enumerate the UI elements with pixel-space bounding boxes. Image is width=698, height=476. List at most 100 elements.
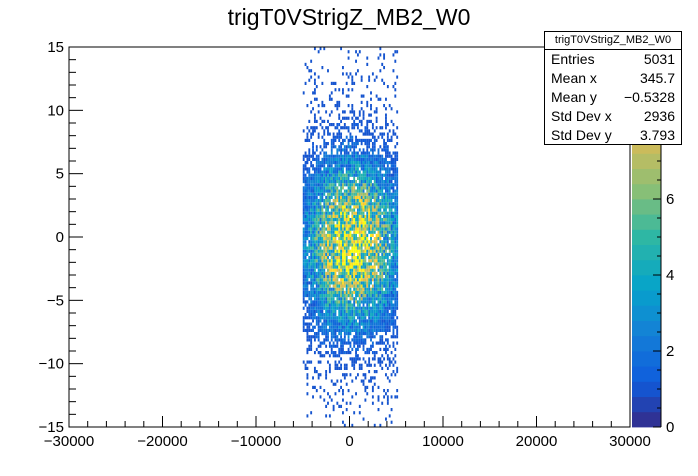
heatmap-cell (327, 69, 329, 73)
heatmap-cell (373, 309, 376, 313)
heatmap-cell (343, 221, 346, 225)
heatmap-cell (313, 230, 316, 234)
heatmap-cell (377, 154, 380, 158)
heatmap-cell (362, 148, 365, 152)
heatmap-cell (394, 227, 397, 231)
heatmap-cell (355, 135, 357, 139)
heatmap-cell (330, 186, 333, 190)
heatmap-cell (370, 157, 372, 161)
heatmap-cell (362, 243, 365, 247)
heatmap-cell (347, 309, 350, 313)
heatmap-cell (358, 344, 361, 348)
heatmap-cell (317, 268, 320, 272)
heatmap-cell (383, 316, 386, 320)
heatmap-cell (304, 138, 307, 142)
heatmap-cell (371, 186, 374, 190)
heatmap-cell (381, 199, 384, 203)
heatmap-cell (323, 246, 326, 250)
heatmap-cell (317, 284, 320, 288)
heatmap-cell (355, 335, 357, 339)
heatmap-cell (302, 360, 305, 364)
heatmap-cell (370, 376, 372, 380)
heatmap-cell (304, 62, 307, 66)
heatmap-cell (347, 183, 350, 187)
heatmap-cell (368, 78, 371, 82)
heatmap-cell (362, 161, 365, 165)
heatmap-cell (312, 325, 314, 329)
heatmap-cell (379, 322, 382, 326)
heatmap-cell (379, 97, 382, 101)
heatmap-cell (364, 319, 367, 323)
heatmap-cell (310, 306, 313, 310)
heatmap-cell (304, 281, 307, 285)
heatmap-cell (345, 408, 348, 412)
heatmap-cell (353, 249, 356, 253)
heatmap-cell (319, 202, 322, 206)
heatmap-cell (370, 309, 372, 313)
heatmap-cell (371, 271, 374, 275)
heatmap-cell (310, 294, 313, 298)
heatmap-cell (325, 265, 328, 269)
heatmap-cell (327, 167, 329, 171)
heatmap-cell (383, 262, 386, 266)
heatmap-cell (313, 151, 316, 155)
heatmap-cell (312, 395, 314, 399)
heatmap-cell (390, 287, 393, 291)
heatmap-cell (319, 195, 322, 199)
heatmap-cell (323, 240, 326, 244)
heatmap-cell (360, 129, 363, 133)
heatmap-cell (315, 173, 318, 177)
heatmap-cell (396, 265, 399, 269)
heatmap-cell (379, 243, 382, 247)
heatmap-cell (394, 252, 397, 256)
heatmap-cell (343, 202, 346, 206)
heatmap-cell (379, 205, 382, 209)
heatmap-cell (392, 170, 395, 174)
heatmap-cell (375, 199, 378, 203)
heatmap-cell (396, 243, 399, 247)
heatmap-cell (306, 135, 309, 139)
heatmap-cell (358, 325, 361, 329)
heatmap-cell (330, 335, 333, 339)
heatmap-cell (334, 237, 337, 241)
heatmap-cell (323, 332, 326, 336)
heatmap-cell (343, 281, 346, 285)
heatmap-cell (315, 322, 318, 326)
heatmap-cell (319, 116, 322, 120)
heatmap-cell (371, 132, 374, 136)
heatmap-cell (317, 167, 320, 171)
heatmap-cell (394, 154, 397, 158)
heatmap-cell (306, 278, 309, 282)
heatmap-cell (386, 297, 389, 301)
heatmap-cell (313, 252, 316, 256)
heatmap-cell (306, 218, 309, 222)
heatmap-cell (336, 151, 339, 155)
heatmap-cell (321, 259, 324, 263)
heatmap-cell (368, 271, 371, 275)
heatmap-cell (306, 176, 309, 180)
heatmap-cell (388, 237, 391, 241)
heatmap-cell (340, 341, 343, 345)
heatmap-cell (351, 262, 354, 266)
heatmap-cell (368, 256, 371, 260)
heatmap-cell (370, 199, 372, 203)
heatmap-cell (321, 271, 324, 275)
heatmap-cell (394, 287, 397, 291)
heatmap-cell (371, 123, 374, 127)
heatmap-cell (323, 129, 326, 133)
heatmap-cell (332, 287, 335, 291)
heatmap-cell (392, 278, 395, 282)
heatmap-cell (385, 205, 387, 209)
heatmap-cell (328, 262, 331, 266)
heatmap-cell (385, 186, 387, 190)
heatmap-cell (310, 59, 313, 63)
heatmap-cell (334, 275, 337, 279)
heatmap-cell (390, 309, 393, 313)
heatmap-cell (332, 256, 335, 260)
heatmap-cell (312, 249, 314, 253)
heatmap-cell (356, 246, 359, 250)
heatmap-cell (323, 176, 326, 180)
heatmap-cell (379, 309, 382, 313)
heatmap-cell (396, 237, 399, 241)
heatmap-cell (383, 284, 386, 288)
